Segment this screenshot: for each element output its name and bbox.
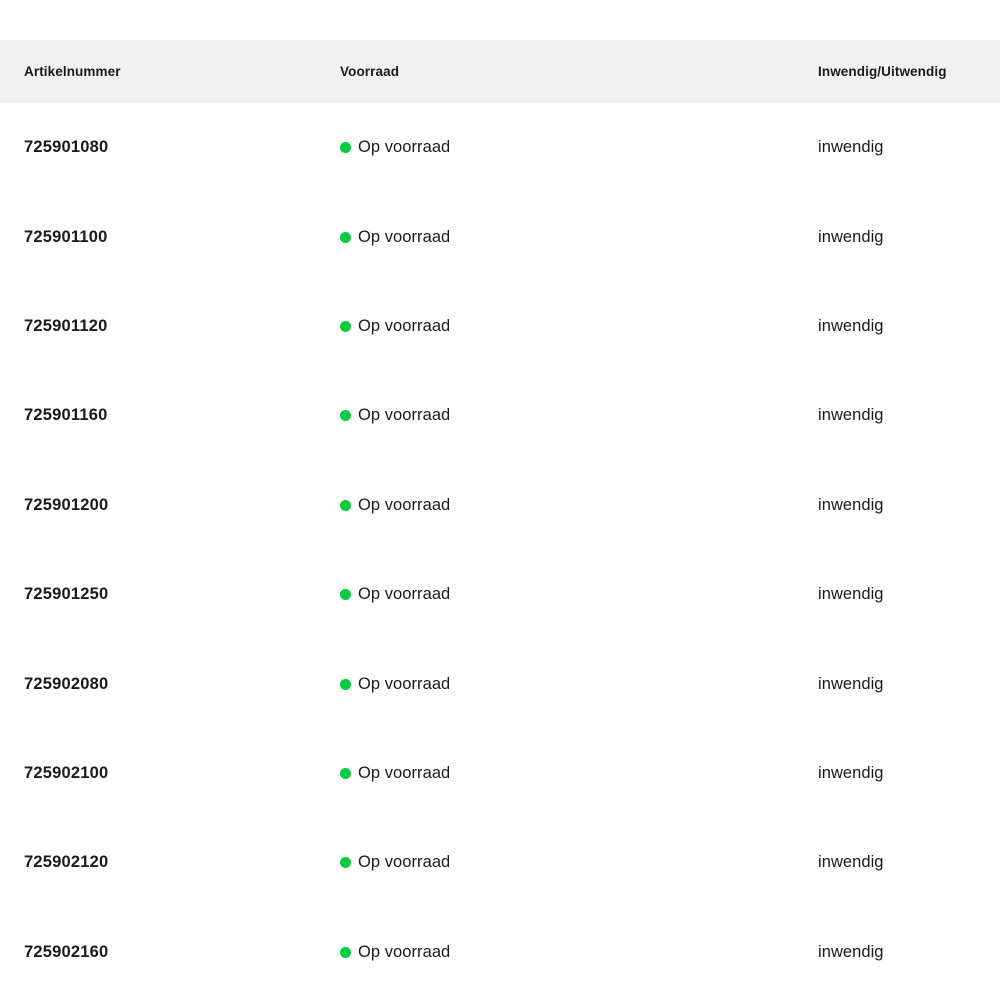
top-spacer	[0, 0, 1000, 40]
cell-inwendig-uitwendig: inwendig	[818, 585, 884, 604]
stock-status-label: Op voorraad	[358, 585, 451, 604]
cell-voorraad: Op voorraad	[170, 192, 494, 281]
table-header-row: Artikelnummer Voorraad Inwendig/Uitwendi…	[0, 40, 1000, 103]
cell-artikelnummer[interactable]: 725902120	[24, 853, 109, 872]
green-status-dot-icon	[340, 231, 351, 243]
stock-status: Op voorraad	[340, 585, 494, 604]
cell-voorraad: Op voorraad	[170, 103, 494, 192]
cell-inwendig-uitwendig: inwendig	[818, 227, 884, 246]
table-header: Artikelnummer Voorraad Inwendig/Uitwendi…	[0, 40, 1000, 103]
cell-inwendig-uitwendig: inwendig	[818, 853, 884, 872]
cell-voorraad: Op voorraad	[170, 818, 494, 907]
stock-status-label: Op voorraad	[358, 316, 451, 335]
stock-status: Op voorraad	[340, 228, 494, 247]
stock-status: Op voorraad	[340, 406, 494, 425]
cell-voorraad: Op voorraad	[170, 639, 494, 728]
cell-voorraad: Op voorraad	[170, 282, 494, 371]
stock-status-label: Op voorraad	[358, 138, 451, 157]
stock-status: Op voorraad	[340, 675, 494, 694]
product-specification-table: Artikelnummer Voorraad Inwendig/Uitwendi…	[0, 40, 1000, 997]
cell-voorraad: Op voorraad	[170, 371, 494, 460]
stock-status: Op voorraad	[340, 853, 494, 872]
stock-status: Op voorraad	[340, 943, 494, 962]
cell-artikelnummer[interactable]: 725902100	[24, 763, 109, 782]
stock-status-label: Op voorraad	[358, 495, 451, 514]
green-status-dot-icon	[340, 320, 351, 332]
green-status-dot-icon	[340, 499, 351, 511]
stock-status-label: Op voorraad	[358, 227, 451, 246]
green-status-dot-icon	[340, 142, 351, 154]
stock-status-label: Op voorraad	[358, 853, 451, 872]
column-header-voorraad[interactable]: Voorraad	[340, 64, 400, 79]
cell-artikelnummer[interactable]: 725901160	[24, 406, 108, 425]
stock-status: Op voorraad	[340, 317, 494, 336]
green-status-dot-icon	[340, 678, 351, 690]
stock-status: Op voorraad	[340, 138, 494, 157]
stock-status: Op voorraad	[340, 496, 494, 515]
column-header-artikelnummer[interactable]: Artikelnummer	[24, 64, 121, 79]
stock-status-label: Op voorraad	[358, 406, 451, 425]
column-header-inwendig-uitwendig[interactable]: Inwendig/Uitwendig	[818, 64, 947, 79]
cell-artikelnummer[interactable]: 725901120	[24, 316, 108, 335]
cell-voorraad: Op voorraad	[170, 550, 494, 639]
cell-artikelnummer[interactable]: 725901250	[24, 585, 109, 604]
cell-voorraad: Op voorraad	[170, 908, 494, 997]
green-status-dot-icon	[340, 410, 351, 422]
cell-inwendig-uitwendig: inwendig	[818, 674, 884, 693]
cell-artikelnummer[interactable]: 725902160	[24, 942, 109, 961]
green-status-dot-icon	[340, 767, 351, 779]
cell-voorraad: Op voorraad	[170, 461, 494, 550]
green-status-dot-icon	[340, 857, 351, 869]
cell-voorraad: Op voorraad	[170, 729, 494, 818]
cell-artikelnummer[interactable]: 725901100	[24, 227, 108, 246]
cell-inwendig-uitwendig: inwendig	[818, 316, 884, 335]
cell-inwendig-uitwendig: inwendig	[818, 942, 884, 961]
stock-status: Op voorraad	[340, 764, 494, 783]
cell-artikelnummer[interactable]: 725901080	[24, 138, 109, 157]
green-status-dot-icon	[340, 946, 351, 958]
stock-status-label: Op voorraad	[358, 942, 451, 961]
cell-artikelnummer[interactable]: 725901200	[24, 495, 109, 514]
green-status-dot-icon	[340, 589, 351, 601]
cell-inwendig-uitwendig: inwendig	[818, 763, 884, 782]
stock-status-label: Op voorraad	[358, 763, 451, 782]
stock-status-label: Op voorraad	[358, 674, 451, 693]
cell-inwendig-uitwendig: inwendig	[818, 495, 884, 514]
cell-inwendig-uitwendig: inwendig	[818, 138, 884, 157]
cell-artikelnummer[interactable]: 725902080	[24, 674, 109, 693]
cell-inwendig-uitwendig: inwendig	[818, 406, 884, 425]
